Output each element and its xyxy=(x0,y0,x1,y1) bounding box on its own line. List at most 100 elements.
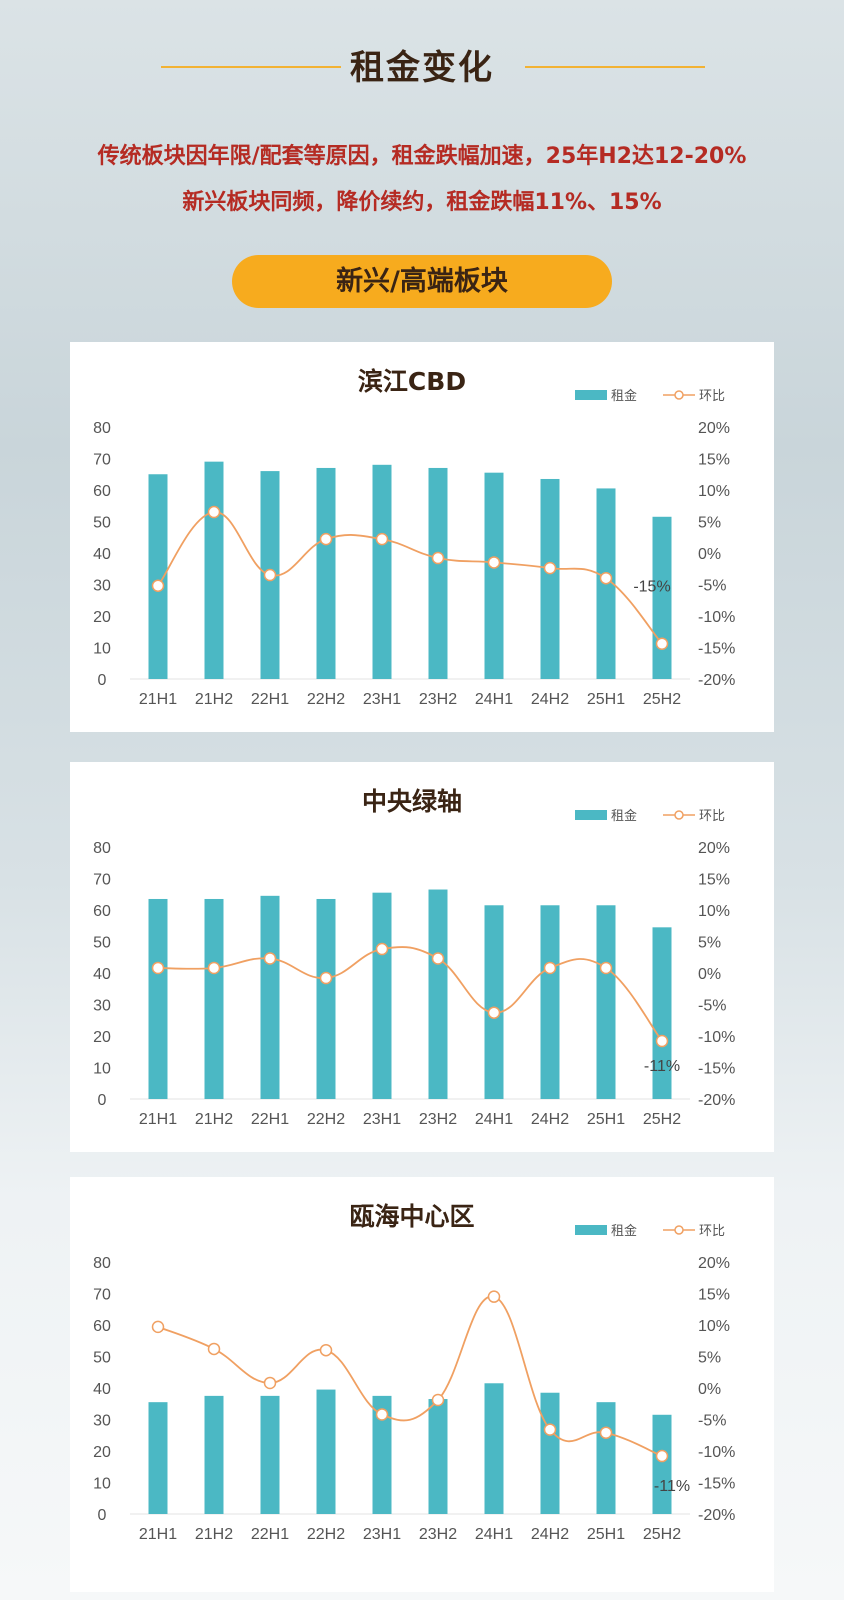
y-right-tick-label: 10% xyxy=(698,903,730,920)
data-label-last: -11% xyxy=(654,1478,690,1495)
y-right-tick-label: -20% xyxy=(698,1507,735,1524)
x-tick-label: 25H2 xyxy=(643,691,681,708)
line-series-path xyxy=(158,512,662,644)
page-title: 租金变化 xyxy=(0,40,844,89)
y-left-tick-label: 70 xyxy=(93,1287,111,1304)
bar-21H2 xyxy=(205,462,224,679)
y-left-tick-label: 30 xyxy=(93,998,111,1015)
line-point-22H2 xyxy=(321,1345,332,1356)
line-point-24H1 xyxy=(489,557,500,568)
y-left-tick-label: 10 xyxy=(93,641,111,658)
x-tick-label: 22H2 xyxy=(307,1111,345,1128)
bar-22H2 xyxy=(317,1390,336,1514)
y-left-tick-label: 50 xyxy=(93,935,111,952)
line-point-23H1 xyxy=(377,944,388,955)
line-point-24H1 xyxy=(489,1007,500,1018)
y-right-tick-label: 10% xyxy=(698,1318,730,1335)
y-right-tick-label: 10% xyxy=(698,483,730,500)
legend-line-marker xyxy=(675,811,683,819)
y-left-tick-label: 40 xyxy=(93,546,111,563)
x-tick-label: 23H1 xyxy=(363,691,401,708)
y-right-tick-label: 20% xyxy=(698,1255,730,1272)
x-tick-label: 21H1 xyxy=(139,691,177,708)
y-right-tick-label: -5% xyxy=(698,1413,726,1430)
line-point-23H1 xyxy=(377,534,388,545)
y-right-tick-label: 20% xyxy=(698,840,730,857)
y-right-tick-label: -10% xyxy=(698,1029,735,1046)
line-point-25H2 xyxy=(657,1451,668,1462)
y-left-tick-label: 0 xyxy=(98,1507,107,1524)
y-right-tick-label: 0% xyxy=(698,546,721,563)
line-point-24H2 xyxy=(545,962,556,973)
bar-23H2 xyxy=(429,890,448,1099)
line-point-22H2 xyxy=(321,973,332,984)
y-left-tick-label: 80 xyxy=(93,420,111,437)
legend-line-label: 环比 xyxy=(699,1224,725,1239)
chart-card-central-green-axis: 中央绿轴 租金 环比 0 10 20 30 40 50 60 70 80 -20% -15% -10% -5%… xyxy=(70,762,774,1152)
bar-24H2 xyxy=(541,905,560,1099)
y-left-tick-label: 20 xyxy=(93,1029,111,1046)
y-left-tick-label: 30 xyxy=(93,1413,111,1430)
line-point-21H1 xyxy=(153,580,164,591)
line-point-25H2 xyxy=(657,638,668,649)
bar-24H1 xyxy=(485,1383,504,1514)
bar-24H2 xyxy=(541,479,560,679)
line-point-25H1 xyxy=(601,1427,612,1438)
x-tick-label: 24H2 xyxy=(531,1111,569,1128)
line-series-path xyxy=(158,947,662,1041)
y-left-tick-label: 10 xyxy=(93,1476,111,1493)
title-row: 租金变化 xyxy=(0,40,844,96)
legend-bar-label: 租金 xyxy=(611,808,637,824)
y-right-tick-label: -15% xyxy=(698,1061,735,1078)
y-right-tick-label: -5% xyxy=(698,578,726,595)
y-left-tick-label: 60 xyxy=(93,1318,111,1335)
x-tick-label: 22H1 xyxy=(251,691,289,708)
y-right-tick-label: -10% xyxy=(698,1444,735,1461)
bar-21H1 xyxy=(149,1402,168,1514)
y-left-tick-label: 50 xyxy=(93,515,111,532)
bar-25H2 xyxy=(653,1415,672,1514)
data-label-last: -15% xyxy=(633,579,670,596)
x-tick-label: 22H1 xyxy=(251,1111,289,1128)
y-right-tick-label: 0% xyxy=(698,966,721,983)
chart-central-green-axis: 中央绿轴租金 环比01020304050607080-20%-15%-10%-5%… xyxy=(70,762,774,1152)
legend-bar-swatch xyxy=(575,390,607,400)
bar-21H2 xyxy=(205,1396,224,1514)
data-label-last: -11% xyxy=(644,1058,680,1075)
x-tick-label: 21H2 xyxy=(195,1526,233,1543)
bar-23H2 xyxy=(429,1399,448,1514)
y-left-tick-label: 80 xyxy=(93,840,111,857)
line-point-25H1 xyxy=(601,573,612,584)
y-left-tick-label: 10 xyxy=(93,1061,111,1078)
y-right-tick-label: 5% xyxy=(698,515,721,532)
y-right-tick-label: -5% xyxy=(698,998,726,1015)
x-tick-label: 23H2 xyxy=(419,691,457,708)
bar-24H2 xyxy=(541,1393,560,1514)
y-left-tick-label: 0 xyxy=(98,1092,107,1109)
legend-bar-label: 租金 xyxy=(611,1223,637,1239)
line-point-22H1 xyxy=(265,570,276,581)
x-tick-label: 25H1 xyxy=(587,1526,625,1543)
chart-card-ouhai-center: 瓯海中心区 租金 环比 0 10 20 30 40 50 60 70 80 -20% -15% -10% -5… xyxy=(70,1177,774,1592)
y-right-tick-label: 0% xyxy=(698,1381,721,1398)
line-point-22H1 xyxy=(265,1377,276,1388)
x-tick-label: 21H2 xyxy=(195,691,233,708)
legend-bar-swatch xyxy=(575,1225,607,1235)
y-right-tick-label: -20% xyxy=(698,1092,735,1109)
x-tick-label: 25H1 xyxy=(587,691,625,708)
bar-23H2 xyxy=(429,468,448,679)
bar-24H1 xyxy=(485,905,504,1099)
chart-title: 中央绿轴 xyxy=(362,787,462,816)
line-point-21H2 xyxy=(209,1343,220,1354)
legend-bar-label: 租金 xyxy=(611,388,637,404)
line-point-24H2 xyxy=(545,563,556,574)
line-point-23H1 xyxy=(377,1409,388,1420)
bar-22H2 xyxy=(317,468,336,679)
line-point-25H2 xyxy=(657,1036,668,1047)
y-right-tick-label: -20% xyxy=(698,672,735,689)
y-left-tick-label: 70 xyxy=(93,872,111,889)
title-rule-right xyxy=(525,66,705,68)
y-right-tick-label: 20% xyxy=(698,420,730,437)
bar-25H1 xyxy=(597,1402,616,1514)
